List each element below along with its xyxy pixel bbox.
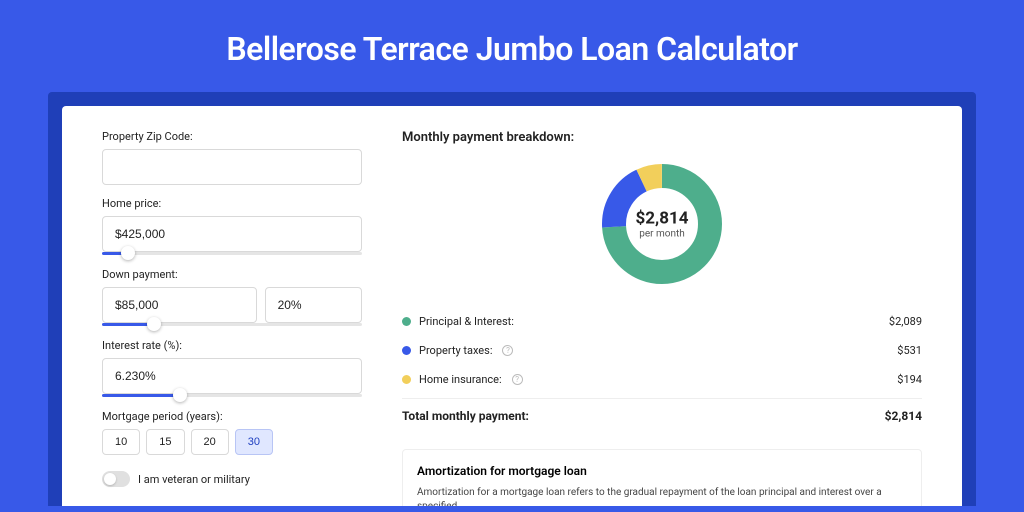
info-icon[interactable]: ?: [512, 374, 523, 385]
breakdown-total-row: Total monthly payment: $2,814: [402, 398, 922, 433]
rate-field: Interest rate (%):: [102, 339, 362, 398]
total-value: $2,814: [885, 409, 922, 423]
price-label: Home price:: [102, 197, 362, 210]
breakdown-row-principal: Principal & Interest: $2,089: [402, 307, 922, 336]
price-input[interactable]: [102, 216, 362, 252]
down-amount-input[interactable]: [102, 287, 257, 323]
breakdown-label: Principal & Interest:: [419, 315, 514, 328]
price-slider-thumb[interactable]: [121, 246, 135, 260]
calculator-card: Property Zip Code: Home price: Down paym…: [62, 106, 962, 506]
down-payment-field: Down payment:: [102, 268, 362, 327]
period-pill-30[interactable]: 30: [235, 429, 273, 455]
down-slider[interactable]: [102, 321, 362, 327]
rate-input[interactable]: [102, 358, 362, 394]
period-pill-20[interactable]: 20: [191, 429, 229, 455]
results-panel: Monthly payment breakdown: $2,814 per mo…: [402, 130, 922, 506]
dot-taxes-icon: [402, 346, 411, 355]
veteran-toggle[interactable]: [102, 471, 130, 487]
breakdown-value: $531: [897, 344, 922, 357]
veteran-row: I am veteran or military: [102, 471, 362, 487]
veteran-label: I am veteran or military: [138, 473, 250, 486]
amortization-text: Amortization for a mortgage loan refers …: [417, 486, 907, 506]
rate-slider[interactable]: [102, 392, 362, 398]
zip-input[interactable]: [102, 149, 362, 185]
period-field: Mortgage period (years): 10 15 20 30: [102, 410, 362, 455]
period-pill-15[interactable]: 15: [146, 429, 184, 455]
breakdown-value: $2,089: [889, 315, 922, 328]
outer-card: Property Zip Code: Home price: Down paym…: [48, 92, 976, 506]
down-percent-input[interactable]: [265, 287, 362, 323]
donut-center: $2,814 per month: [636, 209, 689, 240]
donut-chart: $2,814 per month: [597, 159, 727, 289]
total-label: Total monthly payment:: [402, 409, 529, 423]
toggle-knob: [104, 473, 116, 485]
zip-label: Property Zip Code:: [102, 130, 362, 143]
info-icon[interactable]: ?: [502, 345, 513, 356]
breakdown-value: $194: [897, 373, 922, 386]
amortization-title: Amortization for mortgage loan: [417, 464, 907, 478]
price-field: Home price:: [102, 197, 362, 256]
zip-field: Property Zip Code:: [102, 130, 362, 185]
down-slider-thumb[interactable]: [147, 317, 161, 331]
dot-insurance-icon: [402, 375, 411, 384]
donut-wrap: $2,814 per month: [402, 159, 922, 289]
rate-slider-thumb[interactable]: [173, 388, 187, 402]
amortization-card: Amortization for mortgage loan Amortizat…: [402, 449, 922, 506]
breakdown-row-insurance: Home insurance: ? $194: [402, 365, 922, 394]
donut-sub: per month: [636, 229, 689, 240]
breakdown-label: Property taxes:: [419, 344, 492, 357]
dot-principal-icon: [402, 317, 411, 326]
breakdown-row-taxes: Property taxes: ? $531: [402, 336, 922, 365]
down-payment-label: Down payment:: [102, 268, 362, 281]
page-title: Bellerose Terrace Jumbo Loan Calculator: [0, 0, 1024, 92]
breakdown-title: Monthly payment breakdown:: [402, 130, 922, 145]
period-label: Mortgage period (years):: [102, 410, 362, 423]
rate-label: Interest rate (%):: [102, 339, 362, 352]
price-slider[interactable]: [102, 250, 362, 256]
period-pill-10[interactable]: 10: [102, 429, 140, 455]
form-panel: Property Zip Code: Home price: Down paym…: [102, 130, 362, 506]
donut-amount: $2,814: [636, 209, 689, 229]
period-pills: 10 15 20 30: [102, 429, 362, 455]
breakdown-label: Home insurance:: [419, 373, 502, 386]
